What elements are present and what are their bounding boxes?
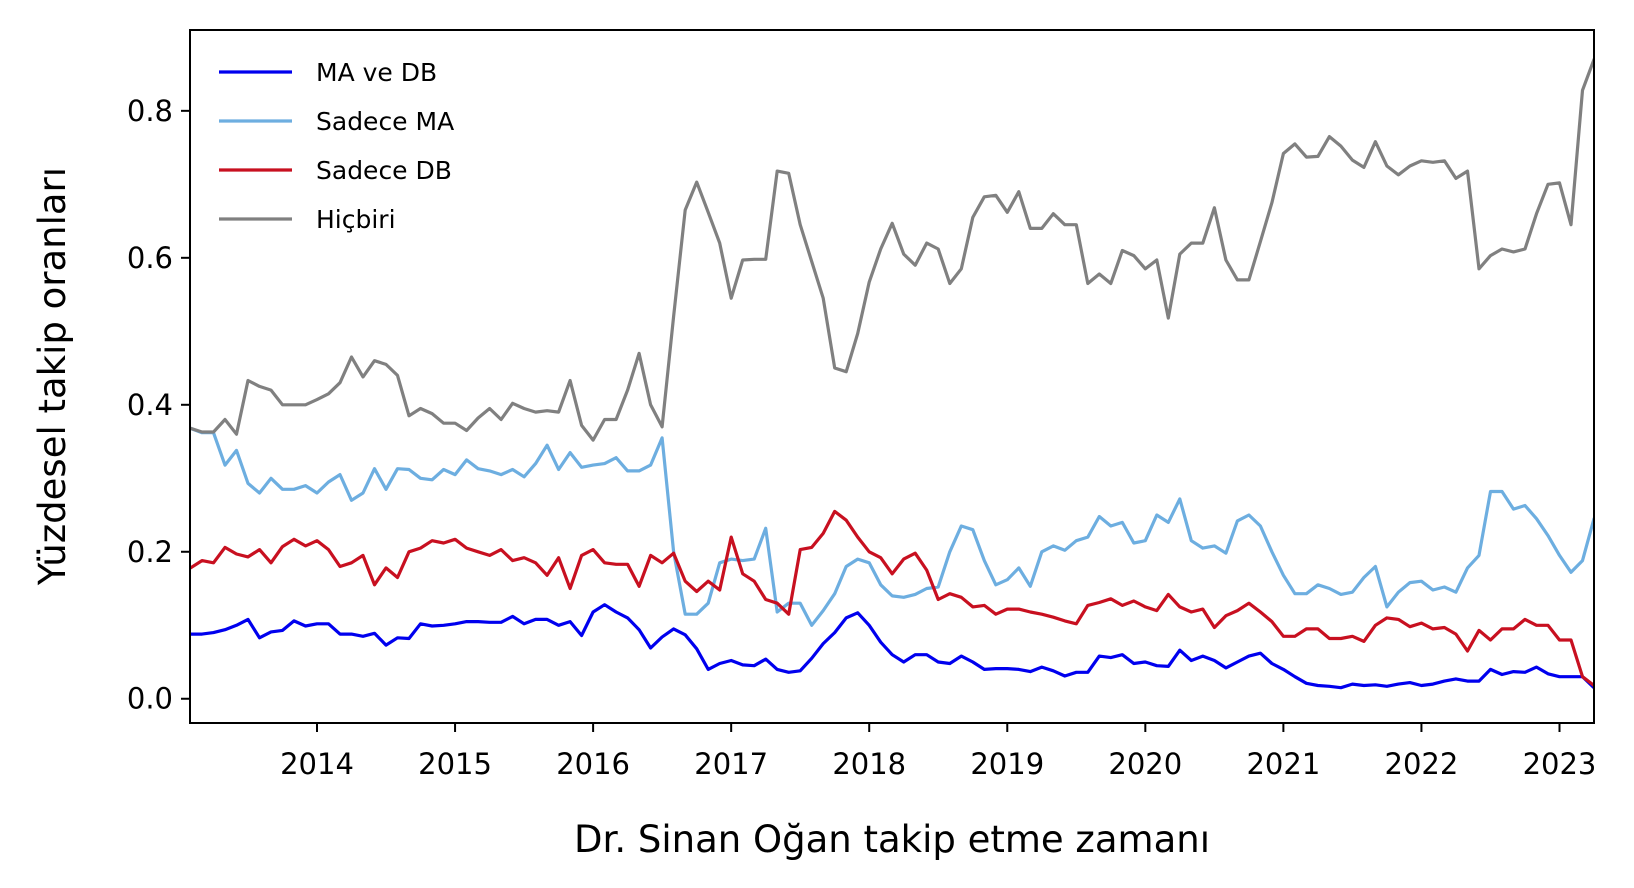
series-line-4: [190, 57, 1594, 442]
legend-label-2: Sadece MA: [316, 107, 454, 136]
y-axis-ticks: 0.0 0.2 0.4 0.6 0.8: [127, 94, 190, 716]
x-tick-label: 2016: [556, 747, 630, 781]
y-axis-label: Yüzdesel takip oranları: [31, 167, 74, 586]
y-tick-label: 0.2: [127, 535, 173, 569]
x-tick-label: 2018: [832, 747, 906, 781]
series-line-2: [190, 426, 1594, 627]
y-tick-label: 0.0: [127, 682, 173, 716]
x-axis-ticks: 2014 2015 2016 2017 2018 2019 2020 2021 2022 2023: [280, 723, 1596, 781]
legend: MA ve DB Sadece MA Sadece DB Hiçbiri: [219, 58, 454, 234]
series-line-1: [190, 603, 1594, 690]
plot-area: [190, 30, 1594, 723]
series-lines: [190, 57, 1594, 690]
y-tick-label: 0.8: [127, 94, 173, 128]
x-tick-label: 2020: [1108, 747, 1182, 781]
series-line-3: [190, 509, 1594, 688]
plot-frame: [189, 29, 1595, 724]
legend-label-1: MA ve DB: [316, 58, 437, 87]
x-tick-label: 2017: [694, 747, 768, 781]
y-tick-label: 0.6: [127, 241, 173, 275]
y-tick-label: 0.4: [127, 388, 173, 422]
x-tick-label: 2014: [280, 747, 354, 781]
x-tick-label: 2019: [970, 747, 1044, 781]
legend-label-4: Hiçbiri: [316, 205, 396, 234]
x-tick-label: 2015: [418, 747, 492, 781]
x-axis-label: Dr. Sinan Oğan takip etme zamanı: [574, 818, 1210, 861]
x-tick-label: 2022: [1385, 747, 1459, 781]
legend-label-3: Sadece DB: [316, 156, 452, 185]
x-tick-label: 2023: [1523, 747, 1597, 781]
x-tick-label: 2021: [1246, 747, 1320, 781]
